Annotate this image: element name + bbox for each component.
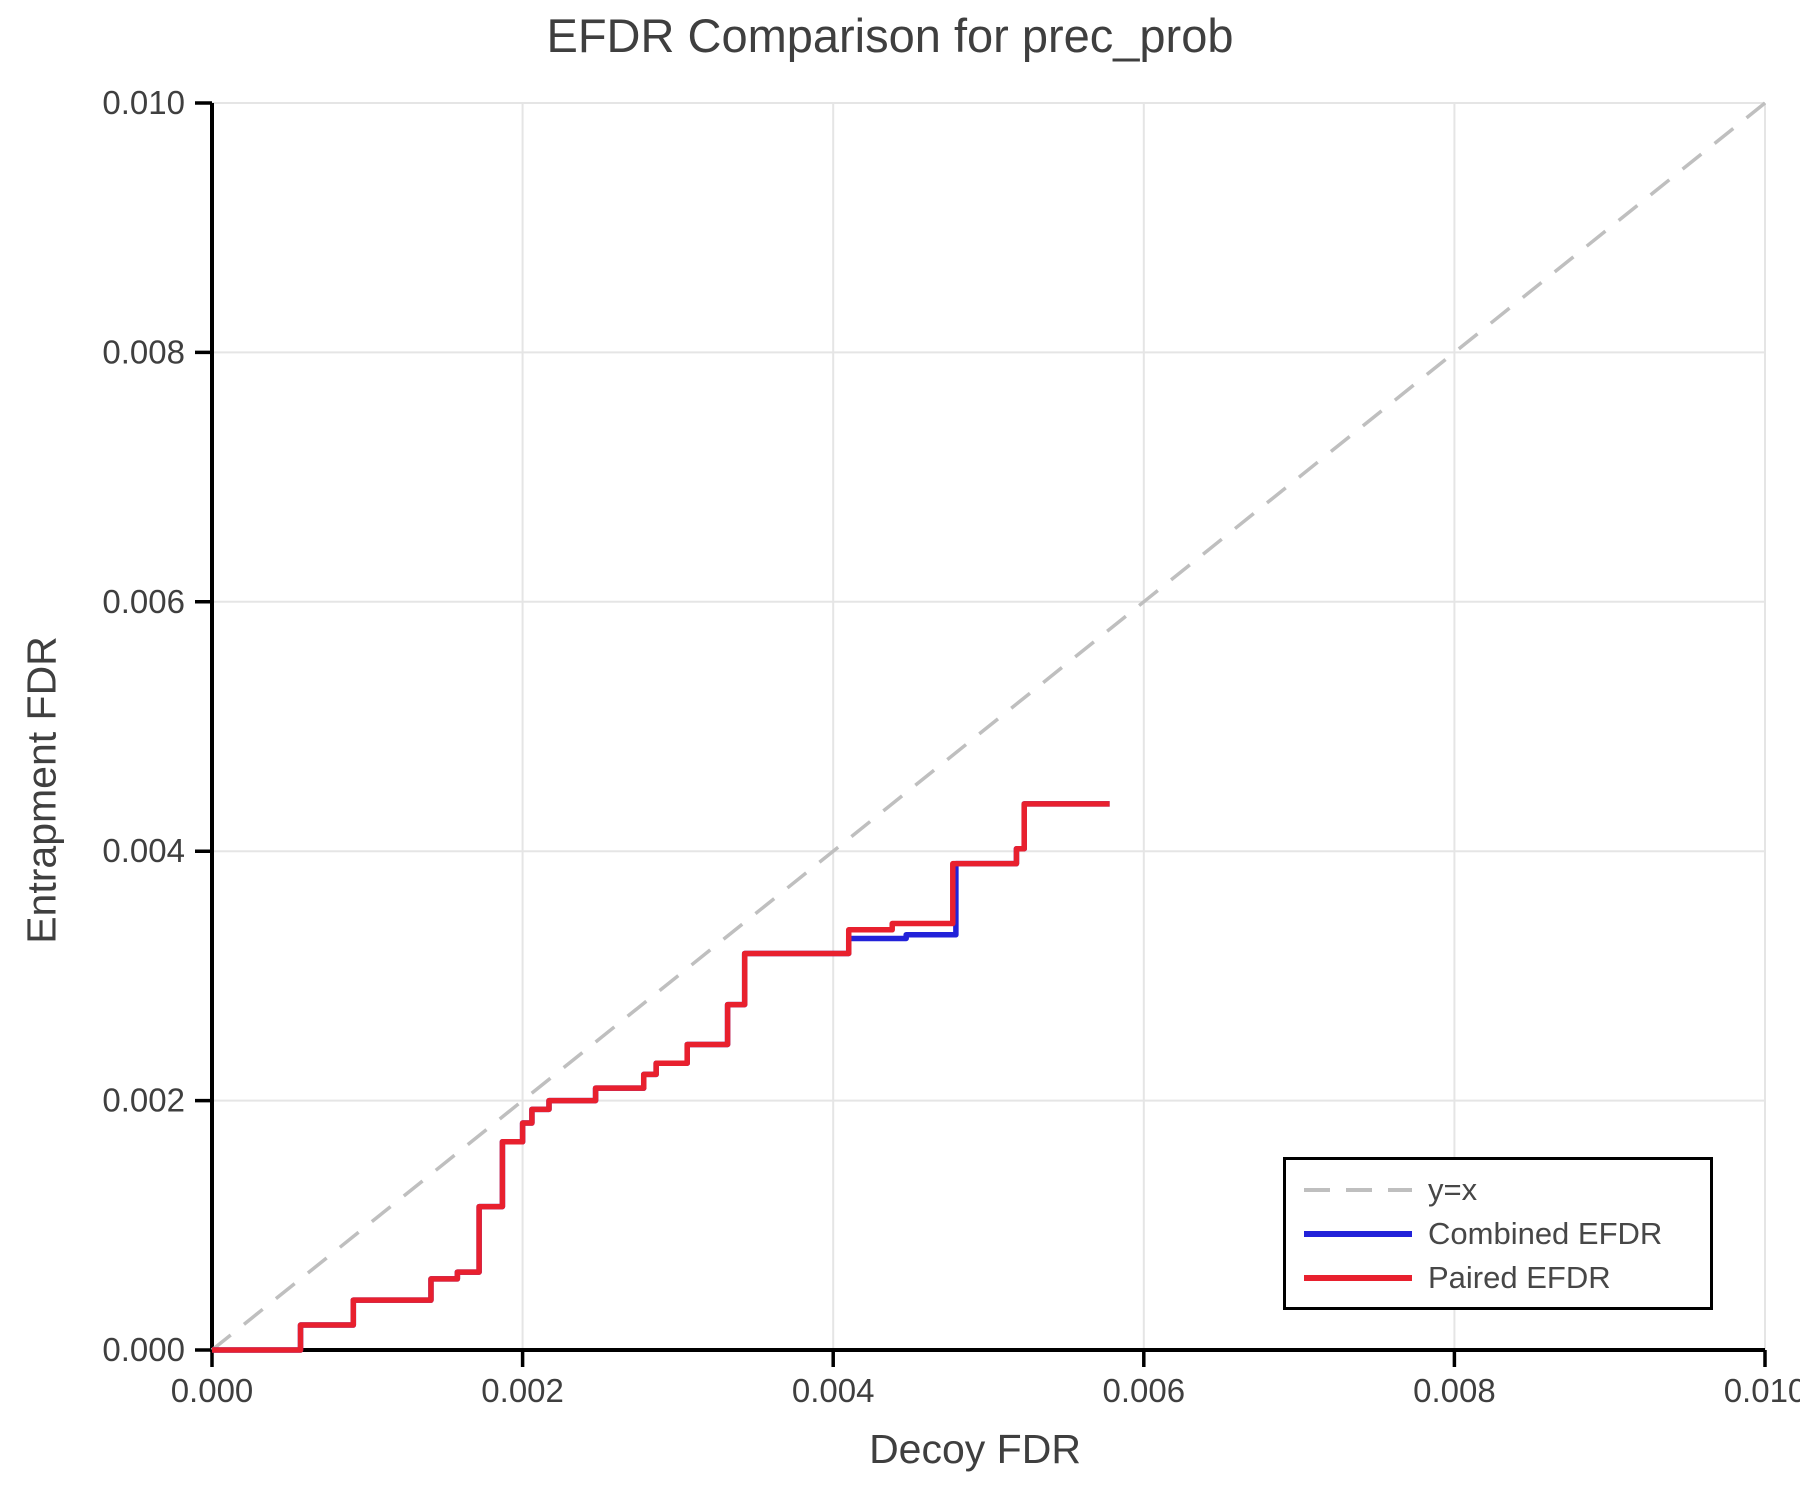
legend-dashed-line-swatch [1304,1187,1412,1192]
legend-row-combined-efdr: Combined EFDR [1302,1215,1710,1253]
x-tick-label: 0.004 [792,1372,875,1409]
legend-blue-line-swatch [1304,1230,1412,1237]
x-tick-label: 0.000 [171,1372,254,1409]
legend-label-paired-efdr: Paired EFDR [1428,1259,1611,1295]
yx-reference-line [210,101,1767,1352]
chart-title: EFDR Comparison for prec_prob [546,9,1234,62]
legend-red-line-swatch [1304,1274,1412,1281]
y-tick-label: 0.004 [102,832,185,869]
y-tick-label: 0.002 [102,1082,185,1119]
y-tick-label: 0.006 [102,583,185,620]
combined-efdr-line [212,801,1110,1353]
x-tick-label: 0.008 [1413,1372,1496,1409]
legend-row-yx: y=x [1302,1171,1710,1209]
paired-efdr-line [212,801,1110,1353]
y-tick-label: 0.008 [102,333,185,370]
legend-label-yx: y=x [1428,1171,1478,1207]
y-tick-label: 0.000 [102,1331,185,1368]
y-axis-label: Entrapment FDR [18,636,65,944]
x-axis-label: Decoy FDR [869,1426,1081,1472]
legend-label-combined-efdr: Combined EFDR [1428,1215,1663,1251]
legend-row-paired-efdr: Paired EFDR [1302,1259,1710,1297]
legend: y=x Combined EFDR Paired EFDR [1283,1157,1713,1310]
x-tick-label: 0.010 [1724,1372,1800,1409]
x-tick-label: 0.002 [481,1372,564,1409]
x-tick-label: 0.006 [1103,1372,1186,1409]
y-tick-label: 0.010 [102,84,185,121]
